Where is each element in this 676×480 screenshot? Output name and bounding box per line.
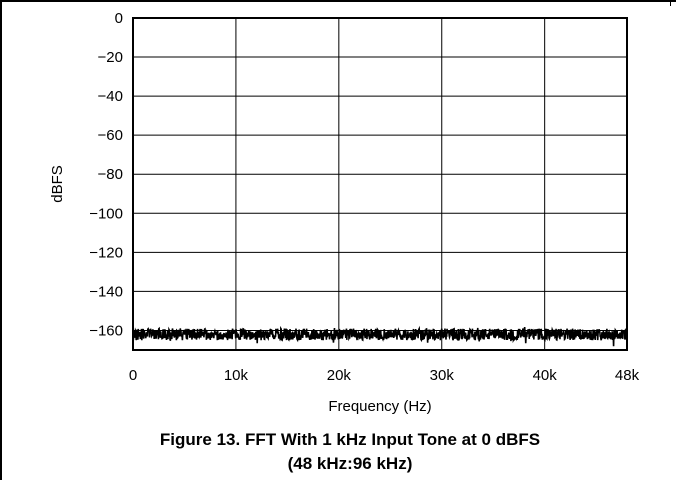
x-axis-label: Frequency (Hz) — [328, 398, 431, 415]
y-tick-label: −60 — [98, 127, 123, 144]
page-left-rule — [0, 0, 2, 480]
x-tick-label: 20k — [327, 367, 352, 384]
y-axis-label: dBFS — [49, 165, 66, 203]
y-tick-label: 0 — [115, 10, 123, 27]
series-layer — [132, 325, 628, 347]
x-tick-label: 40k — [533, 367, 558, 384]
y-tick-label: −40 — [98, 88, 123, 105]
figure-caption-title: Figure 13. FFT With 1 kHz Input Tone at … — [159, 430, 541, 449]
noise-floor-trace — [132, 325, 628, 347]
y-tick-label: −140 — [89, 283, 123, 300]
x-tick-label: 30k — [430, 367, 455, 384]
x-tick-labels: 0 10k 20k 30k 40k 48k — [129, 367, 640, 384]
fft-chart: 0 −20 −40 −60 −80 −100 −120 −140 −160 0 10k 20k 30k… — [49, 10, 640, 415]
y-tick-label: −160 — [89, 322, 123, 339]
x-tick-label: 10k — [224, 367, 249, 384]
x-tick-label: 0 — [129, 367, 137, 384]
page-top-rule — [0, 0, 676, 2]
x-tick-label: 48k — [615, 367, 640, 384]
y-tick-labels: 0 −20 −40 −60 −80 −100 −120 −140 −160 — [89, 10, 123, 339]
page-right-rule — [670, 0, 671, 6]
plot-frame — [132, 17, 628, 351]
grid-lines — [133, 18, 627, 350]
y-tick-label: −100 — [89, 205, 123, 222]
y-tick-label: −120 — [89, 244, 123, 261]
y-tick-label: −80 — [98, 166, 123, 183]
y-tick-label: −20 — [98, 49, 123, 66]
figure-caption-subtitle: (48 kHz:96 kHz) — [287, 454, 413, 473]
